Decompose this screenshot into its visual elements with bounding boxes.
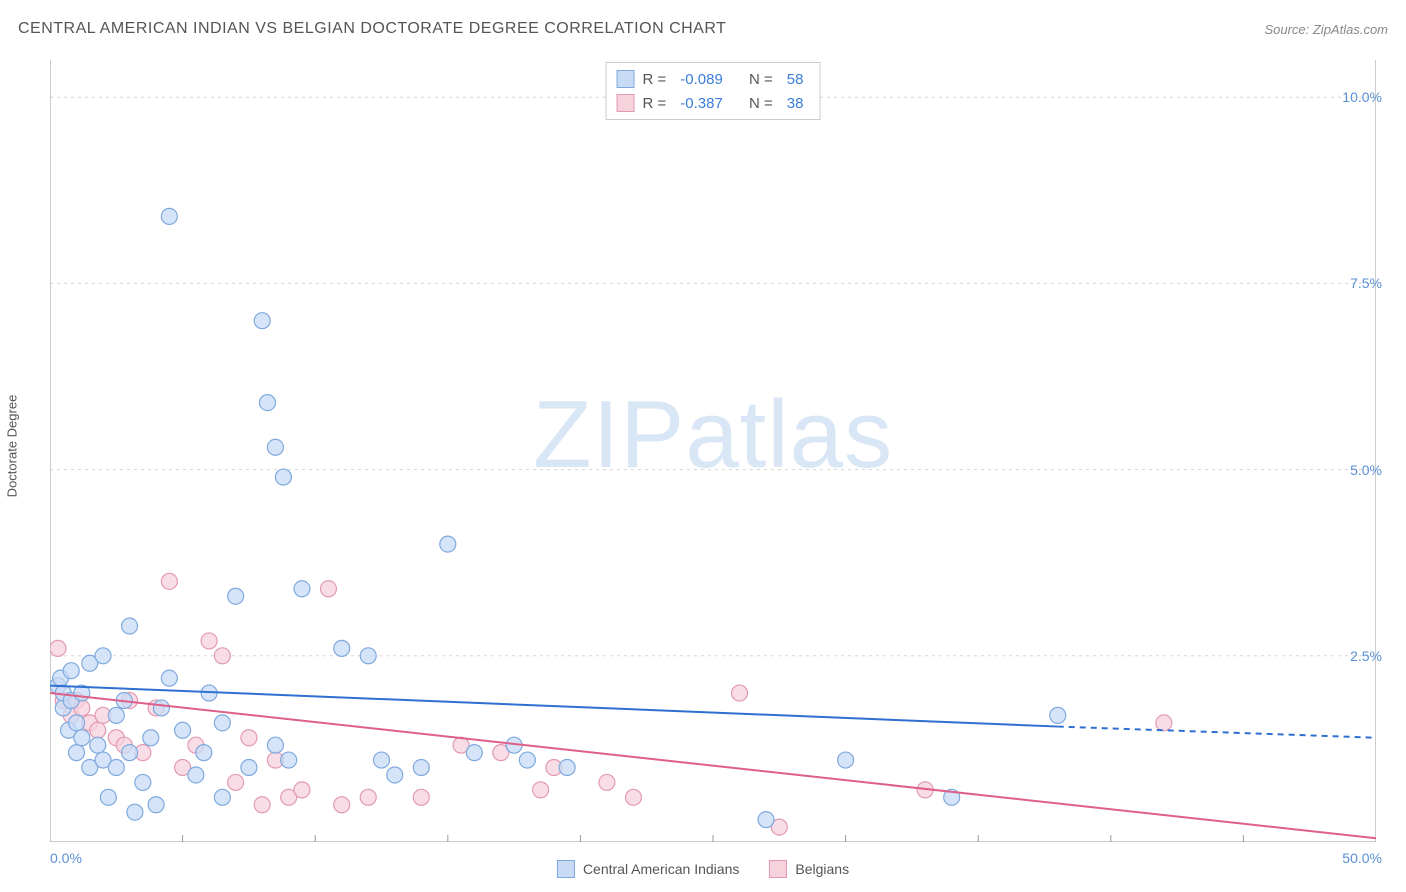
legend-label: Central American Indians: [583, 861, 739, 877]
source-label: Source: ZipAtlas.com: [1264, 22, 1388, 37]
legend-swatch-icon: [769, 860, 787, 878]
legend-swatch-icon: [617, 94, 635, 112]
y-tick-label: 7.5%: [1350, 275, 1382, 291]
n-label: N =: [749, 95, 773, 112]
legend-swatch-icon: [557, 860, 575, 878]
legend-item: Central American Indians: [557, 860, 739, 878]
n-value: 38: [787, 95, 804, 112]
r-value: -0.387: [680, 95, 723, 112]
chart-title: CENTRAL AMERICAN INDIAN VS BELGIAN DOCTO…: [18, 20, 726, 38]
r-label: R =: [643, 71, 667, 88]
legend-label: Belgians: [795, 861, 849, 877]
r-value: -0.089: [680, 71, 723, 88]
legend-swatch-icon: [617, 70, 635, 88]
n-value: 58: [787, 71, 804, 88]
n-label: N =: [749, 71, 773, 88]
y-tick-label: 5.0%: [1350, 462, 1382, 478]
stat-legend-row: R = -0.387 N = 38: [617, 91, 810, 115]
y-tick-label: 2.5%: [1350, 648, 1382, 664]
stat-legend-row: R = -0.089 N = 58: [617, 67, 810, 91]
scatter-plot: [50, 60, 1376, 842]
x-axis-min-label: 0.0%: [50, 850, 82, 866]
x-axis-max-label: 50.0%: [1342, 850, 1382, 866]
r-label: R =: [643, 95, 667, 112]
stat-legend: R = -0.089 N = 58 R = -0.387 N = 38: [606, 62, 821, 120]
y-tick-label: 10.0%: [1342, 89, 1382, 105]
legend-item: Belgians: [769, 860, 849, 878]
chart-area: ZIPatlas R = -0.089 N = 58 R = -0.387 N …: [50, 60, 1376, 842]
bottom-legend: Central American Indians Belgians: [557, 860, 849, 878]
y-axis-label: Doctorate Degree: [5, 395, 20, 498]
header: CENTRAL AMERICAN INDIAN VS BELGIAN DOCTO…: [18, 20, 1388, 38]
